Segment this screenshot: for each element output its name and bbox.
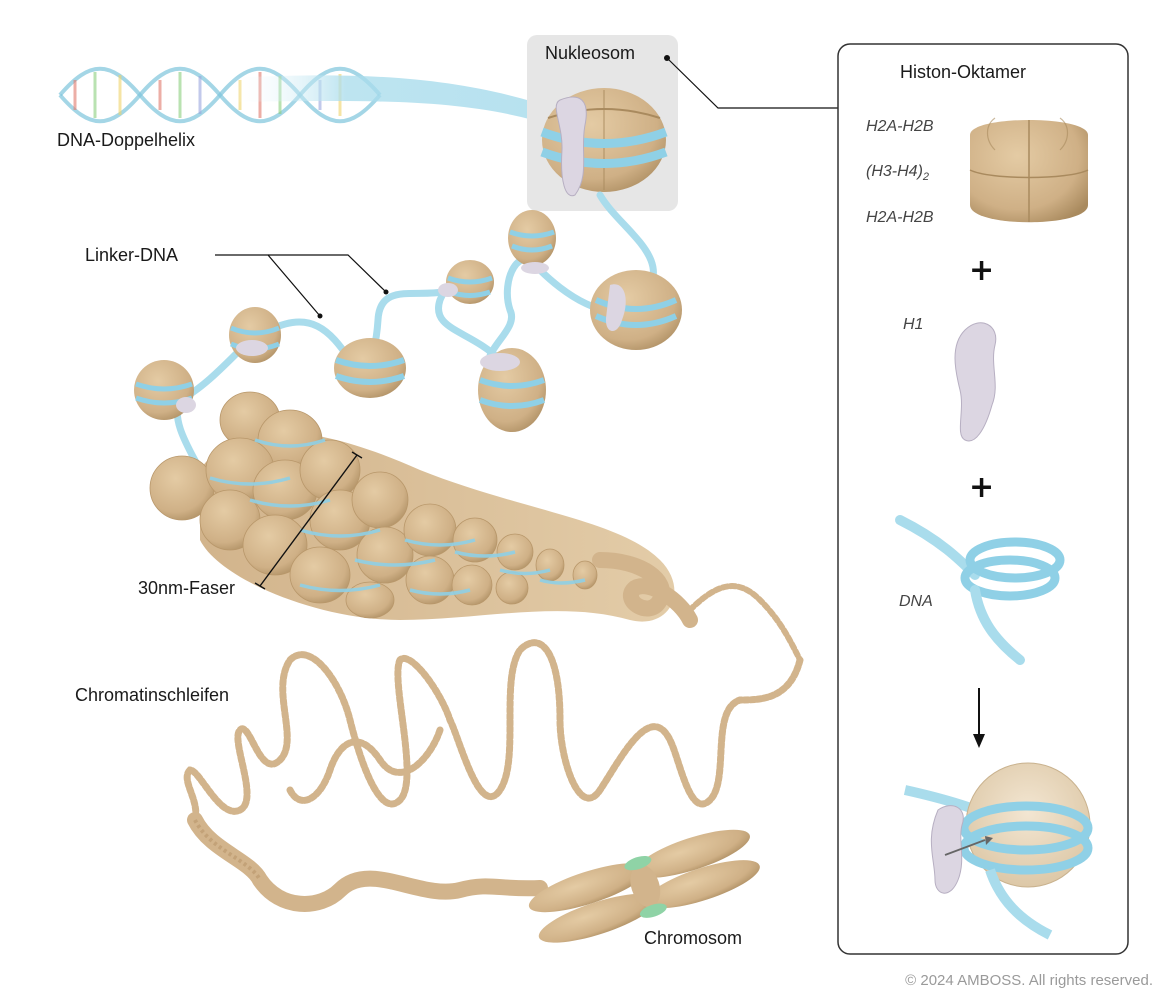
- copyright: © 2024 AMBOSS. All rights reserved.: [905, 972, 1153, 989]
- label-linker-dna: Linker-DNA: [85, 245, 179, 265]
- histone-octamer-graphic: [969, 117, 1089, 223]
- dna-helix-graphic: [58, 66, 560, 128]
- histone-octamer-panel: [837, 43, 1129, 955]
- label-h2a-h2b-top: H2A-H2B: [866, 118, 934, 135]
- label-dna-helix: DNA-Doppelhelix: [57, 130, 196, 150]
- plus-sign-2: +: [969, 470, 995, 505]
- label-nucleosome: Nukleosom: [545, 43, 636, 63]
- beads-on-string: [134, 191, 682, 474]
- dna-coil-graphic: [895, 515, 1065, 665]
- label-chromosome: Chromosom: [644, 928, 743, 948]
- label-30nm-fiber: 30nm-Faser: [138, 578, 236, 598]
- label-dna: DNA: [899, 593, 933, 610]
- label-h1: H1: [903, 316, 924, 333]
- pointer-line: [666, 57, 838, 109]
- label-h3-h4: (H3-H4)2: [866, 163, 930, 184]
- h1-histone-graphic: [954, 322, 997, 442]
- label-chromatin-loops: Chromatinschleifen: [75, 685, 230, 705]
- label-h2a-h2b-bottom: H2A-H2B: [866, 209, 934, 226]
- plus-sign-1: +: [969, 253, 995, 288]
- chromosome-graphic: [187, 812, 760, 943]
- nucleosome-graphic: [540, 88, 668, 197]
- assembled-nucleosome-graphic: [903, 762, 1093, 940]
- fiber-30nm-graphic: [149, 391, 803, 663]
- panel-title: Histon-Oktamer: [900, 62, 1027, 82]
- chromatin-loops-graphic: [183, 639, 804, 824]
- arrow-down-icon: [973, 688, 985, 748]
